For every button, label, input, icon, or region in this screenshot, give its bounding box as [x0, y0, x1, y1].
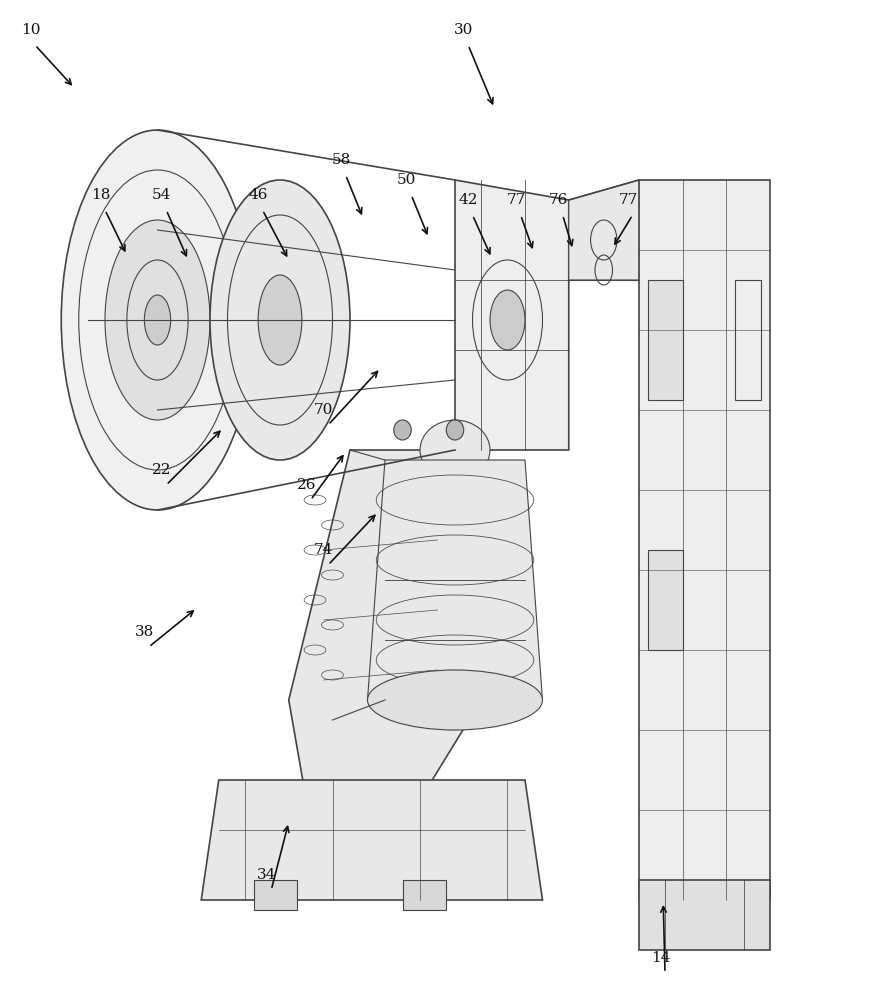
Text: 34: 34: [257, 868, 276, 882]
PathPatch shape: [289, 450, 481, 800]
Bar: [648, 550, 682, 650]
Text: 46: 46: [248, 188, 268, 202]
Text: 70: 70: [314, 403, 333, 417]
PathPatch shape: [639, 180, 770, 900]
Ellipse shape: [368, 670, 542, 730]
Ellipse shape: [105, 220, 210, 420]
Text: 50: 50: [397, 173, 416, 187]
Ellipse shape: [61, 130, 254, 510]
Text: 54: 54: [152, 188, 172, 202]
Text: 77: 77: [507, 193, 526, 207]
Ellipse shape: [394, 420, 411, 440]
Bar: [735, 280, 761, 400]
Ellipse shape: [210, 180, 350, 460]
Ellipse shape: [420, 420, 490, 480]
PathPatch shape: [639, 880, 770, 950]
PathPatch shape: [569, 180, 639, 280]
Text: 77: 77: [619, 193, 638, 207]
Ellipse shape: [258, 275, 302, 365]
Text: 18: 18: [91, 188, 110, 202]
Ellipse shape: [446, 420, 464, 440]
Text: 26: 26: [297, 478, 316, 492]
Bar: [254, 880, 298, 910]
Text: 30: 30: [454, 23, 473, 37]
Text: 58: 58: [332, 153, 351, 167]
Text: 14: 14: [651, 951, 670, 965]
PathPatch shape: [455, 180, 569, 450]
Text: 74: 74: [314, 543, 333, 557]
Text: 22: 22: [152, 463, 172, 477]
Bar: [402, 880, 446, 910]
PathPatch shape: [201, 780, 542, 900]
Ellipse shape: [490, 290, 525, 350]
Ellipse shape: [144, 295, 171, 345]
Text: 42: 42: [458, 193, 478, 207]
Text: 76: 76: [549, 193, 568, 207]
PathPatch shape: [368, 460, 542, 700]
Text: 38: 38: [135, 625, 154, 639]
Text: 10: 10: [21, 23, 40, 37]
Bar: [648, 280, 682, 400]
